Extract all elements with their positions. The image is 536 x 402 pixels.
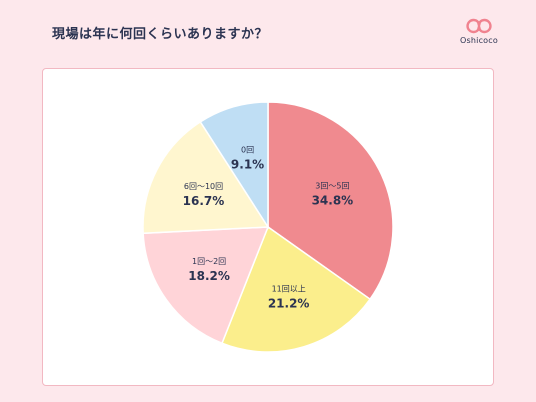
slice-label: 11回以上 — [272, 284, 306, 293]
slice-value-label: 9.1% — [231, 157, 264, 171]
slice-value-label: 18.2% — [188, 269, 230, 283]
slice-value-label: 16.7% — [183, 194, 225, 208]
slice-label: 6回〜10回 — [184, 182, 223, 191]
slice-label: 3回〜5回 — [315, 182, 349, 191]
pie-chart: 3回〜5回 34.8% 11回以上 21.2% 1回〜2回 18.2% 6回〜10回 16.7… — [142, 101, 394, 353]
chart-card: 3回〜5回 34.8% 11回以上 21.2% 1回〜2回 18.2% 6回〜10回 16.7… — [42, 68, 494, 386]
page-title: 現場は年に何回くらいありますか？ — [52, 27, 269, 42]
oshicoco-logo: Oshicoco — [453, 16, 505, 52]
pie-slice — [199, 101, 269, 230]
pie-slice — [267, 101, 394, 301]
pie-slice — [142, 120, 270, 235]
logo-text: Oshicoco — [460, 36, 498, 45]
oshicoco-logo-icon — [466, 18, 492, 34]
slice-label: 0回 — [241, 145, 254, 154]
pie-slice — [221, 225, 372, 353]
slice-value-label: 21.2% — [268, 296, 310, 310]
slice-label: 1回〜2回 — [192, 257, 226, 266]
pie-slice — [142, 226, 270, 345]
slice-value-label: 34.8% — [312, 194, 354, 208]
